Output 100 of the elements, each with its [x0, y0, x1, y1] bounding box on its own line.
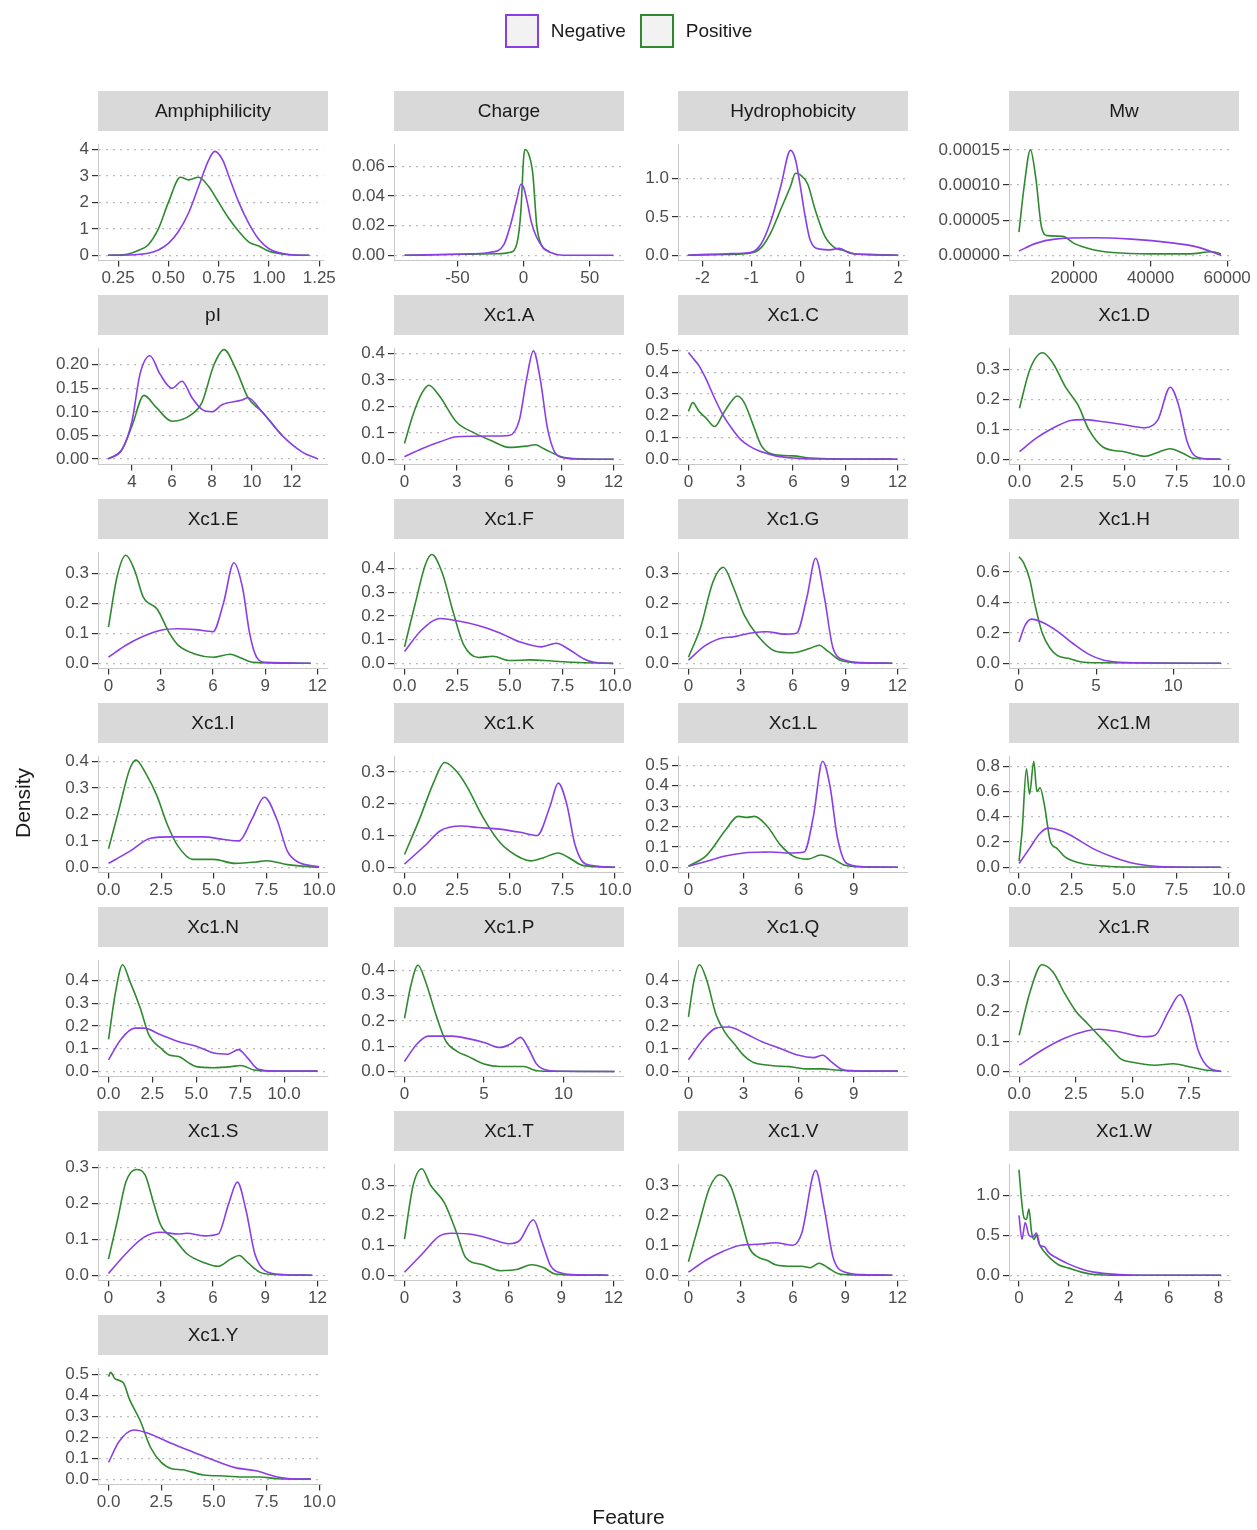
x-tick-label: 2.5 [149, 880, 173, 900]
y-tick-label: 0.5 [976, 1225, 1000, 1245]
x-tick-label: 12 [282, 472, 302, 492]
x-tick-label: 60000 [1203, 268, 1251, 288]
y-tick-label: 0 [79, 245, 89, 264]
y-tick-label: 0.0 [976, 1060, 1000, 1080]
y-tick-label: 0.2 [65, 804, 89, 824]
line-series [107, 354, 319, 460]
y-tick-label: 0.4 [361, 343, 385, 363]
x-tick-label: 2.5 [1060, 472, 1084, 492]
chart-title: pI [98, 295, 328, 335]
x-tick-label: 3 [738, 1084, 749, 1104]
line-series [403, 1218, 610, 1276]
y-tick-label: 1.0 [976, 1185, 1000, 1205]
x-tick-label: -50 [445, 268, 470, 288]
x-tick-label: 5 [1091, 676, 1101, 696]
line-series [107, 1429, 312, 1480]
x-tick-label: 1 [844, 268, 855, 288]
y-tick-label: 0.00 [351, 244, 385, 264]
y-axis-title: Density [11, 767, 35, 840]
y-tick-label: 0.3 [65, 1157, 89, 1177]
x-tick-label: 2.5 [1059, 880, 1084, 900]
x-tick-label: 6 [208, 676, 218, 696]
chart-title: Xc1.S [98, 1111, 328, 1151]
y-tick-label: 0.0 [645, 448, 669, 468]
y-tick-label: 0.2 [361, 1010, 385, 1030]
x-tick-label: 1.25 [302, 268, 336, 288]
line-series [687, 1026, 899, 1072]
x-tick-label: 0.0 [96, 880, 121, 900]
x-tick-label: 8 [207, 472, 217, 492]
x-tick-label: 0.25 [101, 268, 135, 288]
x-tick-label: 10.0 [267, 1084, 301, 1104]
chart-title: Xc1.R [1009, 907, 1239, 947]
x-tick-label: 0 [1014, 1288, 1024, 1308]
line-series [107, 796, 320, 868]
line-series [107, 759, 320, 869]
x-tick-label: 9 [556, 472, 567, 492]
x-tick-label: 3 [735, 1288, 746, 1308]
x-tick-label: 0.0 [1007, 1084, 1032, 1104]
y-tick-label: 0.6 [976, 781, 1000, 801]
x-tick-label: 5.0 [1112, 472, 1137, 492]
y-tick-label: 0.2 [361, 1204, 385, 1224]
x-tick-label: 0.0 [392, 880, 417, 900]
y-tick-label: 0.3 [361, 582, 385, 602]
x-tick-label: 12 [888, 472, 908, 492]
chart-title: Hydrophobicity [678, 91, 908, 131]
y-tick-label: 4 [79, 139, 89, 159]
x-tick-label: -1 [743, 268, 759, 288]
chart-title: Xc1.W [1009, 1111, 1239, 1151]
y-tick-label: 0.0 [65, 857, 89, 876]
y-tick-label: 0.1 [361, 1234, 385, 1254]
y-tick-label: 0.2 [645, 1204, 669, 1224]
y-tick-label: 0.5 [65, 1364, 89, 1384]
line-series [687, 351, 899, 460]
chart-title: Charge [394, 91, 624, 131]
x-tick-label: 0.75 [202, 268, 236, 288]
x-tick-label: 2.5 [149, 1492, 174, 1512]
x-tick-label: 6 [788, 1288, 798, 1308]
y-tick-label: 0.1 [361, 422, 385, 442]
y-tick-label: 0.1 [65, 1447, 89, 1467]
y-tick-label: 0.1 [65, 830, 89, 850]
x-tick-label: 5.0 [497, 676, 522, 696]
y-tick-label: 0.05 [55, 425, 89, 445]
chart-title: Xc1.F [394, 499, 624, 539]
line-series [1018, 386, 1222, 460]
x-tick-label: 10 [242, 472, 262, 492]
x-tick-label: 6 [788, 676, 798, 696]
x-tick-label: 10.0 [302, 1492, 336, 1512]
y-tick-label: 0.3 [645, 992, 669, 1012]
y-tick-label: 0.3 [645, 795, 669, 815]
y-tick-label: 0.4 [361, 558, 385, 578]
x-tick-label: 12 [604, 1288, 624, 1308]
y-tick-label: 0.2 [65, 1015, 89, 1035]
line-series [1018, 1214, 1222, 1277]
x-tick-label: 20000 [1050, 268, 1098, 288]
chart-title: Xc1.T [394, 1111, 624, 1151]
x-tick-label: 3 [735, 472, 746, 492]
y-tick-label: 0.04 [351, 185, 385, 205]
y-tick-label: 0.06 [351, 156, 385, 176]
x-tick-label: 0 [795, 268, 806, 288]
y-tick-label: 1 [79, 218, 89, 238]
y-tick-label: 0.0 [65, 652, 89, 672]
y-tick-label: 0.2 [976, 622, 1000, 642]
x-tick-label: 7.5 [254, 880, 279, 900]
x-tick-label: 9 [840, 676, 851, 696]
chart-title: Xc1.Y [98, 1315, 328, 1355]
chart-title: Xc1.M [1009, 703, 1239, 743]
y-tick-label: 0.3 [976, 970, 1000, 990]
y-tick-label: 0.3 [361, 1174, 385, 1194]
chart-title: Xc1.H [1009, 499, 1239, 539]
y-tick-label: 0.0 [361, 856, 385, 876]
x-tick-label: 9 [260, 676, 271, 696]
chart-title: Xc1.I [98, 703, 328, 743]
x-tick-label: 7.5 [1164, 880, 1189, 900]
y-tick-label: 0.0 [65, 1060, 89, 1080]
y-tick-label: 0.1 [645, 1234, 669, 1254]
y-tick-label: 0.4 [65, 751, 89, 771]
line-series [1018, 993, 1222, 1072]
chart-title: Xc1.A [394, 295, 624, 335]
x-tick-label: 9 [840, 1288, 851, 1308]
